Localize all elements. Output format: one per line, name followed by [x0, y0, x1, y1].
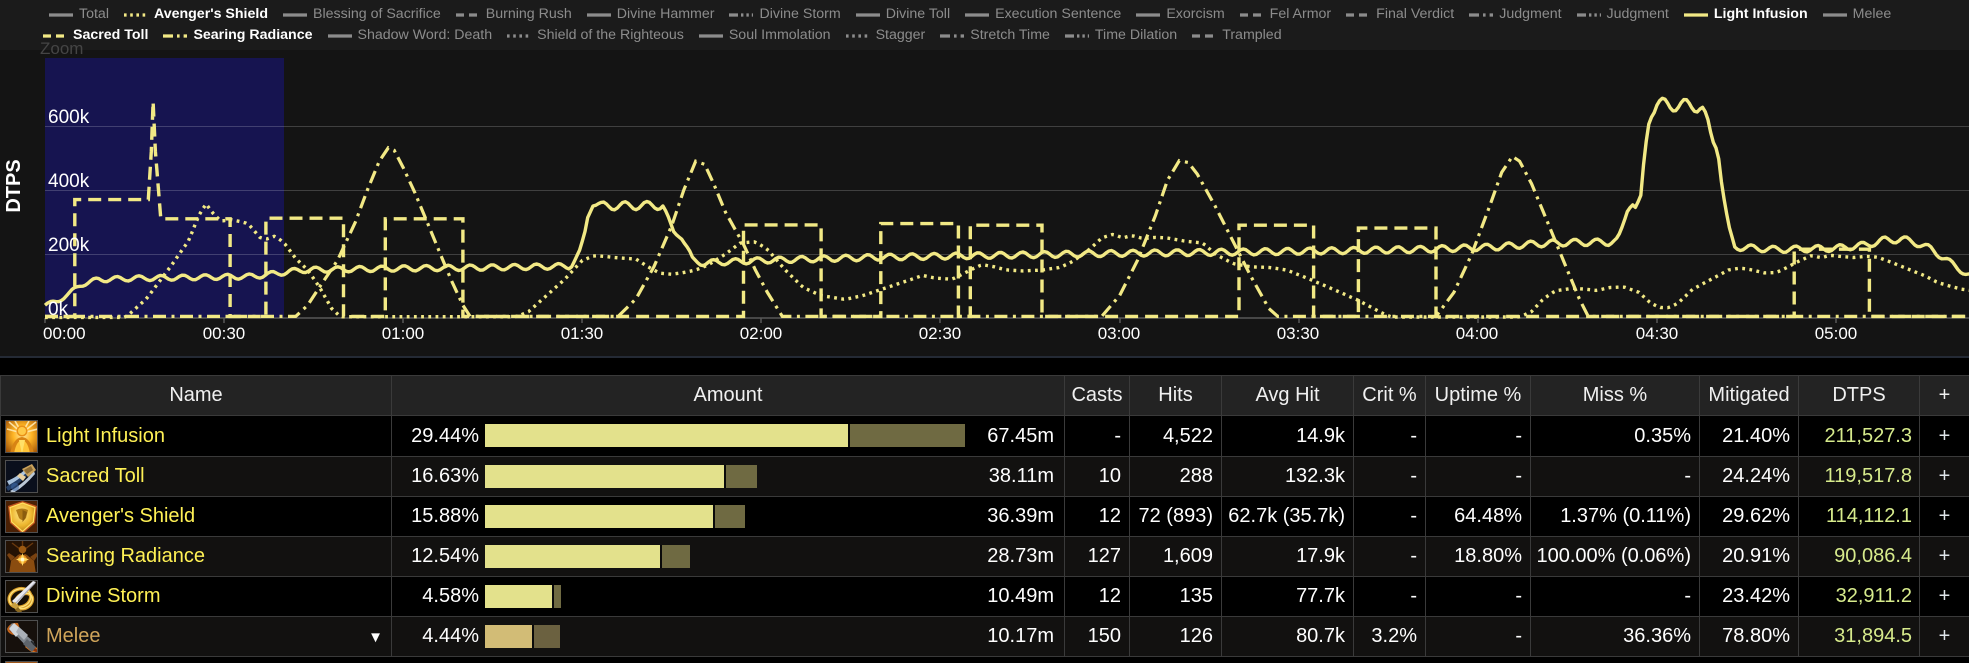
svg-text:02:30: 02:30 [919, 324, 962, 343]
svg-text:00:00: 00:00 [43, 324, 86, 343]
svg-text:00:30: 00:30 [203, 324, 246, 343]
svg-text:03:30: 03:30 [1277, 324, 1320, 343]
svg-text:01:00: 01:00 [382, 324, 425, 343]
svg-text:200k: 200k [48, 235, 90, 256]
svg-text:02:00: 02:00 [740, 324, 783, 343]
svg-text:03:00: 03:00 [1098, 324, 1141, 343]
svg-text:400k: 400k [48, 171, 90, 192]
svg-text:05:00: 05:00 [1815, 324, 1858, 343]
svg-text:04:30: 04:30 [1636, 324, 1679, 343]
svg-text:Zoom: Zoom [40, 39, 83, 58]
svg-text:DTPS: DTPS [3, 159, 25, 212]
svg-text:600k: 600k [48, 107, 90, 128]
svg-text:0k: 0k [48, 299, 69, 320]
svg-text:04:00: 04:00 [1456, 324, 1499, 343]
svg-text:01:30: 01:30 [561, 324, 604, 343]
